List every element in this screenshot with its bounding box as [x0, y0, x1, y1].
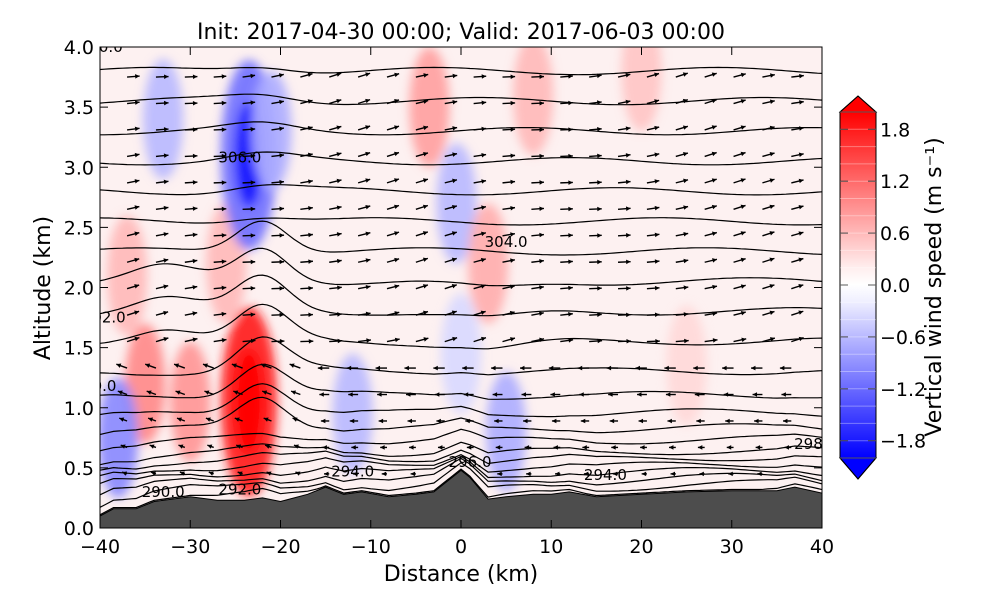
cbar-tick-label-3: 0.0 [880, 275, 910, 297]
y-tick-label-5: 2.5 [64, 217, 94, 239]
contour-label-9: 306.0 [218, 149, 261, 167]
contour-label-8: 304.0 [485, 233, 528, 251]
wind-region-11 [468, 203, 508, 323]
cbar-tick-label-0: −1.8 [880, 431, 926, 453]
colorbar: −1.8 −1.2 −0.6 0.0 0.6 1.2 1.8 Vertical wind s… [840, 96, 947, 479]
y-axis-label: Altitude (km) [31, 216, 56, 360]
x-tick-label-3: −10 [351, 536, 391, 558]
contour-label-3: 296.0 [449, 453, 492, 471]
cbar-tick-label-6: 1.8 [880, 119, 910, 141]
x-tick-label-7: 30 [720, 536, 744, 558]
contour-label-1: 292.0 [218, 481, 261, 499]
contour-label-4: 294.0 [584, 466, 627, 484]
wind-region-2 [170, 342, 210, 462]
x-tick-label-5: 10 [539, 536, 563, 558]
chart-title: Init: 2017-04-30 00:00; Valid: 2017-06-0… [197, 20, 725, 45]
wind-region-13 [513, 35, 553, 155]
plot-area: 290.0 292.0 294.0 296.0 294.0 298 0.0 02.0 304.0… [92, 11, 822, 528]
colorbar-extend-min [840, 458, 876, 479]
x-tick-label-2: −20 [260, 536, 300, 558]
y-tick-label-7: 3.5 [64, 97, 94, 119]
y-tick-label-8: 4.0 [64, 37, 94, 59]
contour-label-2: 294.0 [331, 462, 374, 480]
x-tick-label-8: 40 [810, 536, 834, 558]
wind-region-16 [441, 294, 481, 414]
cbar-tick-label-5: 1.2 [880, 171, 910, 193]
y-tick-label-1: 0.5 [64, 458, 94, 480]
y-tick-label-4: 2.0 [64, 278, 94, 300]
y-tick-label-3: 1.5 [64, 338, 94, 360]
x-tick-label-6: 20 [629, 536, 653, 558]
wind-region-17 [667, 306, 707, 426]
y-tick-label-2: 1.0 [64, 398, 94, 420]
cbar-tick-label-1: −1.2 [880, 379, 926, 401]
contour-label-6: 0.0 [93, 377, 117, 395]
y-tick-label-0: 0.0 [64, 518, 94, 540]
wind-region-7 [251, 71, 291, 191]
wind-region-12 [409, 47, 449, 167]
contour-label-0: 290.0 [142, 483, 185, 501]
y-tick-label-6: 3.0 [64, 157, 94, 179]
colorbar-ticks: −1.8 −1.2 −0.6 0.0 0.6 1.2 1.8 [840, 112, 926, 458]
contour-label-7: 02.0 [92, 309, 125, 327]
x-tick-label-4: 0 [455, 536, 467, 558]
contour-label-5: 298 [794, 435, 823, 453]
cbar-tick-label-4: 0.6 [880, 223, 910, 245]
x-axis-label: Distance (km) [384, 562, 539, 587]
cbar-tick-label-2: −0.6 [880, 327, 926, 349]
x-tick-label-1: −30 [170, 536, 210, 558]
wind-region-10 [486, 372, 526, 492]
colorbar-extend-max [840, 96, 876, 112]
colorbar-label: Vertical wind speed (m s⁻¹) [922, 137, 947, 436]
